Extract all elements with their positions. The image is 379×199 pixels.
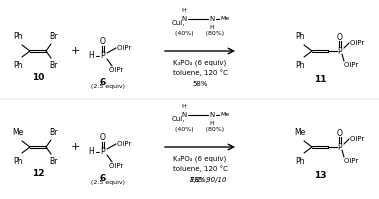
Text: toluene, 120 °C: toluene, 120 °C (172, 165, 227, 172)
Text: Ph: Ph (295, 157, 305, 166)
Text: 10: 10 (32, 73, 44, 82)
Text: H: H (210, 25, 215, 30)
Text: toluene, 120 °C: toluene, 120 °C (172, 69, 227, 76)
Text: O: O (337, 32, 343, 42)
Text: H: H (182, 8, 186, 13)
Text: H: H (182, 104, 186, 109)
Text: P: P (338, 47, 342, 56)
Text: (2.5 equiv): (2.5 equiv) (91, 84, 125, 89)
Text: Me: Me (220, 112, 229, 117)
Text: Br: Br (49, 61, 57, 70)
Text: K₃PO₄ (6 equiv): K₃PO₄ (6 equiv) (173, 59, 227, 65)
Text: Br: Br (49, 32, 57, 41)
Text: N: N (209, 112, 215, 118)
Text: H: H (210, 121, 215, 126)
Text: N: N (182, 16, 186, 22)
Text: Ph: Ph (13, 61, 23, 70)
Text: 6: 6 (100, 78, 106, 87)
Text: N: N (182, 112, 186, 118)
Text: P: P (338, 142, 342, 151)
Text: 78%,: 78%, (190, 177, 210, 183)
Text: P: P (101, 52, 105, 60)
Text: Br: Br (49, 157, 57, 166)
Text: (40%)      (80%): (40%) (80%) (175, 30, 225, 35)
Text: Me: Me (294, 128, 305, 137)
Text: N: N (209, 16, 215, 22)
Text: O⁠i⁠Pr: O⁠i⁠Pr (109, 163, 123, 169)
Text: (2.5 equiv): (2.5 equiv) (91, 180, 125, 185)
Text: 13: 13 (314, 171, 326, 180)
Text: Me: Me (220, 17, 229, 21)
Text: +: + (70, 46, 80, 56)
Text: H: H (88, 52, 94, 60)
Text: O⁠i⁠Pr: O⁠i⁠Pr (109, 67, 123, 73)
Text: CuI,: CuI, (172, 116, 185, 122)
Text: (40%)      (80%): (40%) (80%) (175, 127, 225, 132)
Text: O⁠i⁠Pr: O⁠i⁠Pr (117, 141, 131, 147)
Text: 58%: 58% (192, 81, 208, 87)
Text: Ph: Ph (295, 32, 305, 41)
Text: O⁠i⁠Pr: O⁠i⁠Pr (344, 158, 358, 164)
Text: 12: 12 (32, 169, 44, 178)
Text: Ph: Ph (295, 61, 305, 70)
Text: K₃PO₄ (6 equiv): K₃PO₄ (6 equiv) (173, 155, 227, 162)
Text: O⁠i⁠Pr: O⁠i⁠Pr (117, 45, 131, 51)
Text: O⁠i⁠Pr: O⁠i⁠Pr (350, 40, 364, 46)
Text: +: + (70, 142, 80, 152)
Text: O: O (100, 37, 106, 47)
Text: O: O (100, 134, 106, 142)
Text: Br: Br (49, 128, 57, 137)
Text: 11: 11 (314, 75, 326, 84)
Text: Me: Me (13, 128, 23, 137)
Text: O: O (337, 129, 343, 138)
Text: Ph: Ph (13, 32, 23, 41)
Text: Ph: Ph (13, 157, 23, 166)
Text: O⁠i⁠Pr: O⁠i⁠Pr (350, 136, 364, 142)
Text: 6: 6 (100, 174, 106, 183)
Text: CuI,: CuI, (172, 20, 185, 26)
Text: P: P (101, 147, 105, 156)
Text: H: H (88, 147, 94, 156)
Text: O⁠i⁠Pr: O⁠i⁠Pr (344, 62, 358, 68)
Text: E/Z: 90/10: E/Z: 90/10 (190, 177, 226, 183)
